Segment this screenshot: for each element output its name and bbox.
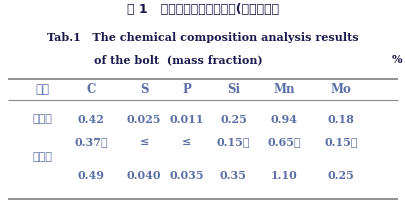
- Text: Tab.1   The chemical composition analysis results: Tab.1 The chemical composition analysis …: [47, 32, 358, 43]
- Text: Mn: Mn: [273, 83, 294, 96]
- Text: Mo: Mo: [330, 83, 351, 96]
- Text: 表 1   螺栓化学成分分析结果(质量分数）: 表 1 螺栓化学成分分析结果(质量分数）: [127, 3, 278, 16]
- Text: ≤: ≤: [181, 136, 191, 147]
- Text: S: S: [140, 83, 148, 96]
- Text: ≤: ≤: [139, 136, 149, 147]
- Text: 0.42: 0.42: [78, 114, 104, 125]
- Text: %: %: [390, 54, 401, 65]
- Text: C: C: [86, 83, 96, 96]
- Text: 0.025: 0.025: [127, 114, 161, 125]
- Text: 0.15～: 0.15～: [216, 136, 249, 147]
- Text: 0.94: 0.94: [270, 114, 297, 125]
- Text: 0.25: 0.25: [327, 170, 354, 181]
- Text: of the bolt  (mass fraction): of the bolt (mass fraction): [94, 54, 262, 65]
- Text: 0.35: 0.35: [220, 170, 246, 181]
- Text: 标准值: 标准值: [33, 152, 52, 162]
- Text: 0.18: 0.18: [327, 114, 354, 125]
- Text: 0.49: 0.49: [78, 170, 104, 181]
- Text: 0.37～: 0.37～: [75, 136, 108, 147]
- Text: P: P: [182, 83, 191, 96]
- Text: 实测值: 实测值: [33, 114, 52, 124]
- Text: 0.040: 0.040: [127, 170, 161, 181]
- Text: 1.10: 1.10: [270, 170, 297, 181]
- Text: 0.035: 0.035: [169, 170, 204, 181]
- Text: 0.011: 0.011: [169, 114, 203, 125]
- Text: 项目: 项目: [36, 83, 49, 96]
- Text: 0.15～: 0.15～: [324, 136, 357, 147]
- Text: Si: Si: [226, 83, 239, 96]
- Text: 0.65～: 0.65～: [267, 136, 300, 147]
- Text: 0.25: 0.25: [220, 114, 246, 125]
